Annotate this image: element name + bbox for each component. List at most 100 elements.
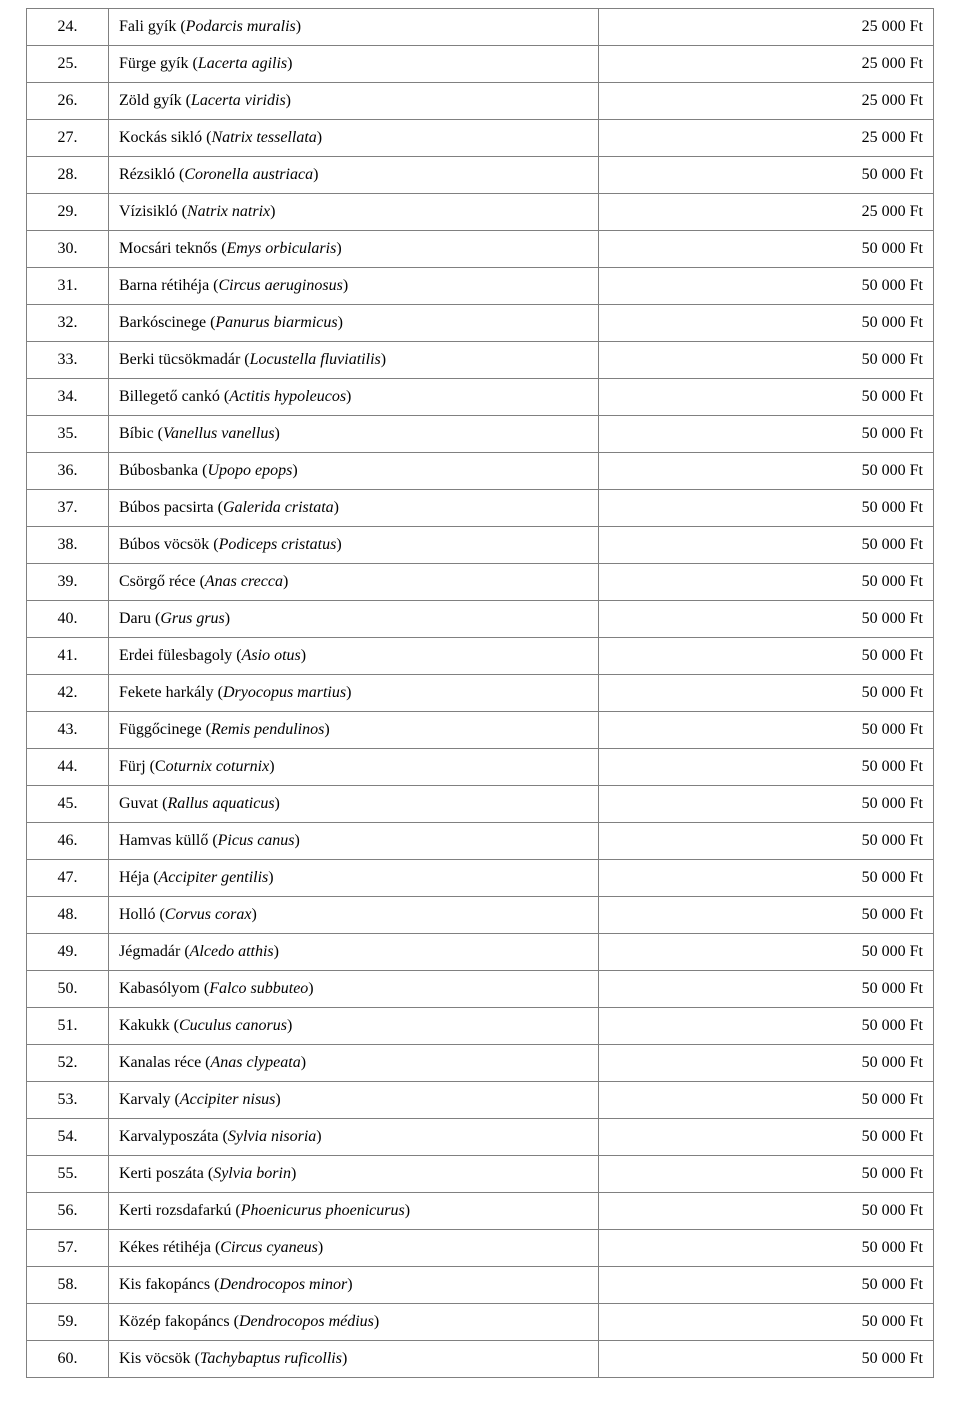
paren-close: )	[286, 92, 291, 109]
table-row: 39.Csörgő réce (Anas crecca)50 000 Ft	[27, 564, 934, 601]
price-value: 50 000 Ft	[599, 453, 934, 490]
row-number: 31.	[27, 268, 109, 305]
row-number: 59.	[27, 1304, 109, 1341]
table-row: 54.Karvalyposzáta (Sylvia nisoria)50 000…	[27, 1119, 934, 1156]
common-name: Daru	[119, 610, 155, 627]
paren-close: )	[336, 240, 341, 257]
table-row: 57.Kékes rétihéja (Circus cyaneus)50 000…	[27, 1230, 934, 1267]
paren-close: )	[275, 795, 280, 812]
paren-close: )	[287, 1017, 292, 1034]
common-name: Guvat	[119, 795, 162, 812]
latin-name: Lacerta agilis	[198, 55, 287, 72]
latin-name: Coronella austriaca	[184, 166, 313, 183]
row-number: 38.	[27, 527, 109, 564]
table-row: 58.Kis fakopáncs (Dendrocopos minor)50 0…	[27, 1267, 934, 1304]
paren-close: )	[343, 277, 348, 294]
species-name: Fekete harkály (Dryocopus martius)	[109, 675, 599, 712]
common-name: Kockás sikló	[119, 129, 206, 146]
price-value: 50 000 Ft	[599, 1082, 934, 1119]
common-name: Csörgő réce	[119, 573, 200, 590]
table-row: 52.Kanalas réce (Anas clypeata)50 000 Ft	[27, 1045, 934, 1082]
latin-name: Sylvia nisoria	[228, 1128, 316, 1145]
paren-close: )	[317, 129, 322, 146]
row-number: 45.	[27, 786, 109, 823]
common-name: Búbos vöcsök	[119, 536, 213, 553]
latin-name: Lacerta viridis	[191, 92, 286, 109]
species-name: Kerti rozsdafarkú (Phoenicurus phoenicur…	[109, 1193, 599, 1230]
row-number: 51.	[27, 1008, 109, 1045]
table-row: 56.Kerti rozsdafarkú (Phoenicurus phoeni…	[27, 1193, 934, 1230]
price-value: 50 000 Ft	[599, 1193, 934, 1230]
latin-name: Dendrocopos médius	[239, 1313, 374, 1330]
paren-close: )	[275, 1091, 280, 1108]
species-name: Búbos pacsirta (Galerida cristata)	[109, 490, 599, 527]
latin-name: Falco subbuteo	[209, 980, 308, 997]
species-name: Billegető cankó (Actitis hypoleucos)	[109, 379, 599, 416]
price-value: 50 000 Ft	[599, 527, 934, 564]
table-row: 55.Kerti poszáta (Sylvia borin)50 000 Ft	[27, 1156, 934, 1193]
species-name: Búbos vöcsök (Podiceps cristatus)	[109, 527, 599, 564]
price-value: 50 000 Ft	[599, 268, 934, 305]
row-number: 48.	[27, 897, 109, 934]
paren-close: )	[405, 1202, 410, 1219]
species-name: Rézsikló (Coronella austriaca)	[109, 157, 599, 194]
table-row: 36.Búbosbanka (Upopo epops)50 000 Ft	[27, 453, 934, 490]
row-number: 35.	[27, 416, 109, 453]
species-name: Függőcinege (Remis pendulinos)	[109, 712, 599, 749]
table-row: 47.Héja (Accipiter gentilis)50 000 Ft	[27, 860, 934, 897]
table-row: 28.Rézsikló (Coronella austriaca)50 000 …	[27, 157, 934, 194]
table-row: 49.Jégmadár (Alcedo atthis)50 000 Ft	[27, 934, 934, 971]
row-number: 30.	[27, 231, 109, 268]
row-number: 43.	[27, 712, 109, 749]
species-name: Barna rétihéja (Circus aeruginosus)	[109, 268, 599, 305]
price-value: 50 000 Ft	[599, 416, 934, 453]
species-name: Kis vöcsök (Tachybaptus ruficollis)	[109, 1341, 599, 1378]
species-name: Jégmadár (Alcedo atthis)	[109, 934, 599, 971]
species-name: Kis fakopáncs (Dendrocopos minor)	[109, 1267, 599, 1304]
paren-close: )	[374, 1313, 379, 1330]
price-value: 50 000 Ft	[599, 1230, 934, 1267]
price-value: 50 000 Ft	[599, 305, 934, 342]
row-number: 50.	[27, 971, 109, 1008]
latin-name: Dryocopus martius	[223, 684, 346, 701]
price-value: 25 000 Ft	[599, 9, 934, 46]
common-name: Fürge gyík	[119, 55, 192, 72]
row-number: 28.	[27, 157, 109, 194]
paren-close: )	[338, 314, 343, 331]
price-value: 50 000 Ft	[599, 823, 934, 860]
common-name: Karvaly	[119, 1091, 175, 1108]
table-row: 46.Hamvas küllő (Picus canus)50 000 Ft	[27, 823, 934, 860]
table-row: 50.Kabasólyom (Falco subbuteo)50 000 Ft	[27, 971, 934, 1008]
price-value: 50 000 Ft	[599, 1045, 934, 1082]
latin-name: Grus grus	[160, 610, 224, 627]
species-name: Fürj (Coturnix coturnix)	[109, 749, 599, 786]
species-name: Bíbic (Vanellus vanellus)	[109, 416, 599, 453]
price-value: 50 000 Ft	[599, 749, 934, 786]
row-number: 52.	[27, 1045, 109, 1082]
common-name: Kerti poszáta	[119, 1165, 208, 1182]
common-name: Kis vöcsök	[119, 1350, 195, 1367]
table-row: 40.Daru (Grus grus)50 000 Ft	[27, 601, 934, 638]
table-row: 42.Fekete harkály (Dryocopus martius)50 …	[27, 675, 934, 712]
common-name: Bíbic	[119, 425, 158, 442]
paren-close: )	[301, 1054, 306, 1071]
species-name: Fali gyík (Podarcis muralis)	[109, 9, 599, 46]
table-row: 53.Karvaly (Accipiter nisus)50 000 Ft	[27, 1082, 934, 1119]
paren-close: )	[346, 388, 351, 405]
common-name: Kerti rozsdafarkú	[119, 1202, 235, 1219]
row-number: 54.	[27, 1119, 109, 1156]
species-name: Vízisikló (Natrix natrix)	[109, 194, 599, 231]
price-value: 50 000 Ft	[599, 1304, 934, 1341]
latin-name: Sylvia borin	[213, 1165, 291, 1182]
species-name: Barkóscinege (Panurus biarmicus)	[109, 305, 599, 342]
row-number: 53.	[27, 1082, 109, 1119]
table-row: 45.Guvat (Rallus aquaticus)50 000 Ft	[27, 786, 934, 823]
latin-name: Accipiter nisus	[180, 1091, 276, 1108]
species-name: Héja (Accipiter gentilis)	[109, 860, 599, 897]
common-name: Búbosbanka	[119, 462, 202, 479]
table-row: 26.Zöld gyík (Lacerta viridis)25 000 Ft	[27, 83, 934, 120]
latin-name: Panurus biarmicus	[215, 314, 337, 331]
paren-close: )	[308, 980, 313, 997]
price-value: 25 000 Ft	[599, 83, 934, 120]
species-table-body: 24.Fali gyík (Podarcis muralis)25 000 Ft…	[27, 9, 934, 1378]
